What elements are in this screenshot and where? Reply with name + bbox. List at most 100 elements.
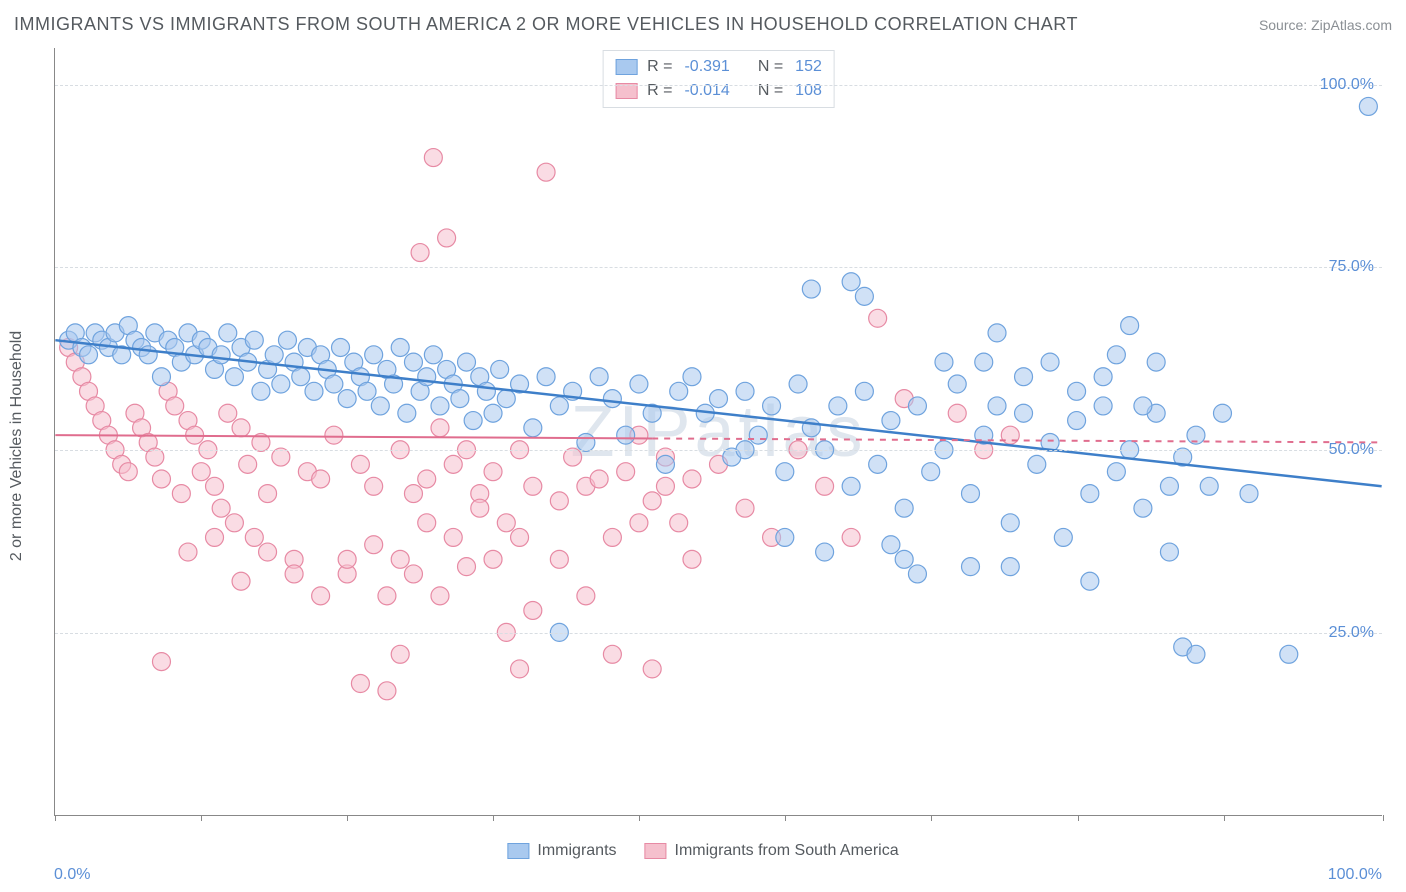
- swatch-immigrants-icon: [507, 843, 529, 859]
- data-point-immigrants: [1240, 485, 1258, 503]
- data-point-sa_immigrants: [152, 653, 170, 671]
- data-point-sa_immigrants: [590, 470, 608, 488]
- data-point-immigrants: [537, 368, 555, 386]
- data-point-immigrants: [404, 353, 422, 371]
- data-point-immigrants: [524, 419, 542, 437]
- data-point-sa_immigrants: [842, 528, 860, 546]
- data-point-immigrants: [1187, 645, 1205, 663]
- data-point-immigrants: [908, 397, 926, 415]
- data-point-immigrants: [1213, 404, 1231, 422]
- data-point-immigrants: [1015, 404, 1033, 422]
- data-point-immigrants: [630, 375, 648, 393]
- data-point-immigrants: [1160, 543, 1178, 561]
- data-point-immigrants: [763, 397, 781, 415]
- series-legend: Immigrants Immigrants from South America: [507, 842, 898, 860]
- legend-row-immigrants: R = -0.391 N = 152: [615, 55, 822, 79]
- data-point-immigrants: [842, 477, 860, 495]
- data-point-sa_immigrants: [524, 601, 542, 619]
- data-point-sa_immigrants: [351, 455, 369, 473]
- data-point-immigrants: [577, 433, 595, 451]
- data-point-immigrants: [670, 382, 688, 400]
- data-point-immigrants: [1107, 463, 1125, 481]
- data-point-immigrants: [464, 412, 482, 430]
- data-point-immigrants: [882, 536, 900, 554]
- data-point-sa_immigrants: [643, 660, 661, 678]
- data-point-sa_immigrants: [411, 244, 429, 262]
- x-tick: [785, 815, 786, 821]
- data-point-immigrants: [80, 346, 98, 364]
- y-axis-title: 2 or more Vehicles in Household: [8, 331, 26, 561]
- data-point-sa_immigrants: [378, 587, 396, 605]
- data-point-immigrants: [1081, 485, 1099, 503]
- data-point-immigrants: [603, 390, 621, 408]
- data-point-immigrants: [882, 412, 900, 430]
- data-point-sa_immigrants: [424, 149, 442, 167]
- data-point-immigrants: [656, 455, 674, 473]
- data-point-sa_immigrants: [603, 528, 621, 546]
- data-point-immigrants: [710, 390, 728, 408]
- n-value-sa: 108: [795, 79, 822, 103]
- data-point-sa_immigrants: [484, 463, 502, 481]
- data-point-immigrants: [1068, 382, 1086, 400]
- gridline: [55, 267, 1382, 268]
- data-point-immigrants: [1107, 346, 1125, 364]
- data-point-immigrants: [922, 463, 940, 481]
- gridline: [55, 85, 1382, 86]
- data-point-sa_immigrants: [232, 572, 250, 590]
- data-point-immigrants: [332, 339, 350, 357]
- y-tick-label: 75.0%: [1329, 258, 1374, 276]
- data-point-immigrants: [749, 426, 767, 444]
- data-point-immigrants: [431, 397, 449, 415]
- plot-area: ZIPatlas R = -0.391 N = 152 R = -0.014 N…: [54, 48, 1382, 816]
- data-point-sa_immigrants: [550, 550, 568, 568]
- data-point-immigrants: [272, 375, 290, 393]
- data-point-immigrants: [962, 558, 980, 576]
- data-point-sa_immigrants: [736, 499, 754, 517]
- x-tick: [639, 815, 640, 821]
- data-point-immigrants: [1359, 97, 1377, 115]
- swatch-sa-icon: [645, 843, 667, 859]
- data-point-sa_immigrants: [259, 543, 277, 561]
- data-point-immigrants: [1081, 572, 1099, 590]
- data-point-sa_immigrants: [206, 528, 224, 546]
- legend-item-immigrants: Immigrants: [507, 842, 616, 860]
- data-point-sa_immigrants: [471, 499, 489, 517]
- data-point-sa_immigrants: [365, 477, 383, 495]
- data-point-sa_immigrants: [683, 470, 701, 488]
- data-point-immigrants: [829, 397, 847, 415]
- data-point-sa_immigrants: [643, 492, 661, 510]
- data-point-immigrants: [225, 368, 243, 386]
- data-point-immigrants: [802, 280, 820, 298]
- data-point-immigrants: [869, 455, 887, 473]
- data-point-sa_immigrants: [630, 514, 648, 532]
- data-point-sa_immigrants: [219, 404, 237, 422]
- x-axis-max-label: 100.0%: [1328, 866, 1382, 884]
- data-point-sa_immigrants: [338, 550, 356, 568]
- data-point-immigrants: [895, 550, 913, 568]
- data-point-sa_immigrants: [404, 565, 422, 583]
- gridline: [55, 450, 1382, 451]
- data-point-sa_immigrants: [497, 514, 515, 532]
- legend-label-immigrants: Immigrants: [537, 842, 616, 860]
- data-point-immigrants: [358, 382, 376, 400]
- data-point-sa_immigrants: [285, 565, 303, 583]
- data-point-immigrants: [305, 382, 323, 400]
- data-point-immigrants: [1028, 455, 1046, 473]
- data-point-sa_immigrants: [245, 528, 263, 546]
- data-point-sa_immigrants: [431, 587, 449, 605]
- data-point-sa_immigrants: [550, 492, 568, 510]
- x-tick: [1224, 815, 1225, 821]
- data-point-immigrants: [1001, 558, 1019, 576]
- data-point-sa_immigrants: [670, 514, 688, 532]
- gridline: [55, 633, 1382, 634]
- data-point-immigrants: [935, 353, 953, 371]
- x-axis-min-label: 0.0%: [54, 866, 90, 884]
- data-point-immigrants: [497, 390, 515, 408]
- x-tick: [55, 815, 56, 821]
- data-point-sa_immigrants: [225, 514, 243, 532]
- data-point-sa_immigrants: [537, 163, 555, 181]
- data-point-sa_immigrants: [259, 485, 277, 503]
- data-point-immigrants: [477, 382, 495, 400]
- x-tick: [1078, 815, 1079, 821]
- data-point-sa_immigrants: [239, 455, 257, 473]
